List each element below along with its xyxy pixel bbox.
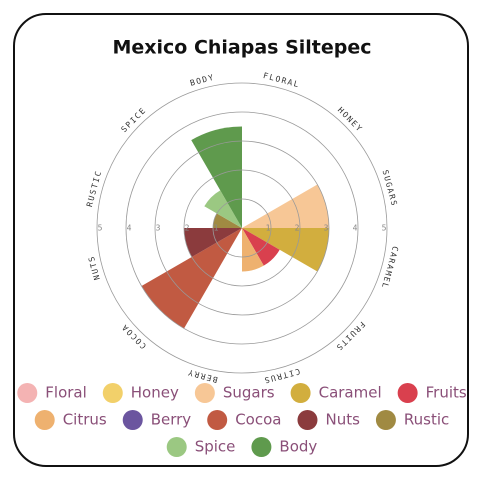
legend-swatch bbox=[397, 383, 418, 403]
r-tick-label: 1 bbox=[214, 224, 219, 233]
r-tick-label: 3 bbox=[156, 224, 161, 233]
legend-swatch bbox=[375, 410, 396, 430]
r-tick-label: 2 bbox=[185, 224, 190, 233]
legend-swatch bbox=[17, 383, 38, 403]
legend-swatch bbox=[251, 437, 272, 457]
bar bbox=[242, 228, 264, 272]
chart-title: Mexico Chiapas Siltepec bbox=[112, 37, 371, 59]
bar bbox=[141, 228, 242, 329]
legend-swatch bbox=[290, 383, 311, 403]
legend-label: Spice bbox=[195, 438, 236, 456]
bar bbox=[191, 126, 242, 228]
bar bbox=[204, 190, 242, 228]
bar bbox=[242, 228, 280, 266]
legend-label: Honey bbox=[131, 384, 179, 402]
grid-ring bbox=[183, 169, 301, 287]
legend-swatch bbox=[297, 410, 318, 430]
legend-swatch bbox=[207, 410, 228, 430]
legend-label: Sugars bbox=[223, 384, 275, 402]
grid-ring bbox=[125, 111, 359, 345]
legend-swatch bbox=[102, 383, 123, 403]
frame bbox=[13, 13, 469, 467]
r-tick-label: 5 bbox=[98, 224, 103, 233]
bar bbox=[242, 184, 329, 228]
grid-ring bbox=[96, 82, 388, 374]
legend-label: Floral bbox=[45, 384, 87, 402]
legend-label: Rustic bbox=[404, 411, 449, 429]
bar bbox=[242, 228, 329, 272]
legend-label: Cocoa bbox=[235, 411, 281, 429]
legend-label: Body bbox=[279, 438, 317, 456]
r-tick-label: 4 bbox=[127, 224, 132, 233]
bar bbox=[184, 228, 242, 257]
legend-label: Fruits bbox=[426, 384, 467, 402]
legend-label: Berry bbox=[151, 411, 192, 429]
r-tick-label: 5 bbox=[382, 224, 387, 233]
r-tick-label: 2 bbox=[295, 224, 300, 233]
legend-swatch bbox=[34, 410, 55, 430]
bar bbox=[213, 213, 242, 228]
legend-label: Citrus bbox=[63, 411, 107, 429]
r-tick-label: 4 bbox=[353, 224, 358, 233]
legend-label: Nuts bbox=[325, 411, 360, 429]
grid-ring bbox=[154, 140, 330, 316]
legend-swatch bbox=[122, 410, 143, 430]
r-tick-label: 1 bbox=[266, 224, 271, 233]
legend-label: Caramel bbox=[319, 384, 382, 402]
legend-swatch bbox=[166, 437, 187, 457]
legend-swatch bbox=[194, 383, 215, 403]
r-tick-label: 3 bbox=[324, 224, 329, 233]
grid-ring bbox=[212, 198, 272, 258]
